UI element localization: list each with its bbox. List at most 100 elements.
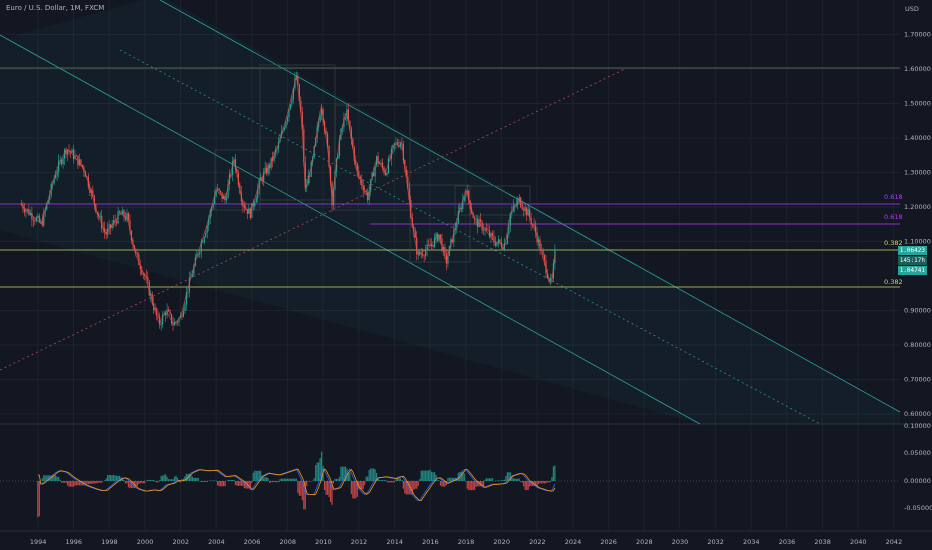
- macd-histogram-bar: [417, 481, 419, 487]
- macd-axis-label: -0.05000: [904, 504, 932, 512]
- candle-body: [25, 210, 27, 213]
- macd-histogram-bar: [59, 479, 61, 481]
- candle-body: [512, 205, 514, 211]
- macd-histogram-bar: [481, 481, 483, 487]
- candle-body: [62, 158, 64, 165]
- candle-body: [184, 304, 186, 312]
- candle-body: [104, 228, 106, 233]
- candle-body: [99, 215, 101, 217]
- macd-histogram-bar: [338, 476, 341, 481]
- candle-body: [172, 323, 174, 326]
- macd-histogram-bar: [500, 480, 503, 481]
- macd-histogram-bar: [426, 470, 428, 481]
- candle-body: [374, 165, 376, 177]
- macd-histogram-bar: [423, 470, 425, 481]
- macd-histogram-bar: [286, 478, 289, 481]
- candle-body: [398, 145, 400, 147]
- macd-histogram-bar: [316, 462, 318, 481]
- candle-body: [231, 161, 234, 176]
- candle-body: [101, 215, 103, 229]
- macd-histogram-bar: [349, 472, 351, 481]
- macd-histogram-bar: [411, 481, 413, 495]
- candle-body: [118, 211, 121, 213]
- macd-histogram-bar: [269, 481, 271, 484]
- x-tick-label: 2042: [886, 538, 903, 546]
- macd-histogram-bar: [534, 481, 537, 487]
- candle-body: [451, 239, 453, 243]
- macd-histogram-bar: [291, 478, 293, 481]
- macd-histogram-bar: [166, 476, 168, 481]
- macd-histogram-bar: [95, 481, 97, 484]
- x-tick-label: 2022: [529, 538, 546, 546]
- macd-histogram-bar: [138, 481, 140, 485]
- candle-body: [407, 176, 409, 189]
- candle-body: [53, 178, 55, 184]
- macd-histogram-bar: [334, 478, 336, 481]
- candle-body: [139, 265, 141, 270]
- signal-line: [37, 468, 556, 501]
- candle-body: [319, 115, 321, 122]
- macd-histogram-bar: [416, 481, 418, 489]
- macd-histogram-bar: [150, 479, 152, 481]
- candle-body: [463, 196, 465, 200]
- macd-histogram-bar: [114, 475, 116, 481]
- candle-body: [121, 210, 124, 215]
- macd-histogram-bar: [203, 481, 205, 482]
- candle-body: [368, 190, 370, 201]
- x-tick-label: 2018: [458, 538, 475, 546]
- macd-histogram-bar: [488, 478, 491, 481]
- candle-body: [160, 324, 162, 325]
- macd-histogram-bar: [474, 481, 476, 491]
- y-tick-label: 0.90000: [904, 307, 931, 315]
- macd-histogram-bar: [56, 476, 58, 481]
- candle-body: [26, 209, 29, 211]
- candle-body: [423, 255, 425, 257]
- macd-histogram-bar: [506, 472, 508, 481]
- fib-label: 0.382: [884, 278, 903, 286]
- candle-body: [55, 175, 57, 179]
- candle-body: [352, 138, 354, 148]
- candle-body: [111, 224, 113, 228]
- macd-histogram-bar: [404, 481, 406, 494]
- macd-histogram-bar: [258, 470, 260, 481]
- candle-body: [353, 147, 355, 161]
- macd-histogram-bar: [335, 478, 338, 481]
- candle-body: [414, 230, 416, 238]
- candle-body: [165, 313, 167, 316]
- macd-histogram-bar: [58, 477, 60, 481]
- macd-histogram-bar: [450, 477, 452, 481]
- macd-histogram-bar: [110, 475, 112, 481]
- macd-histogram-bar: [93, 481, 95, 484]
- macd-histogram-bar: [401, 480, 403, 481]
- candle-body: [110, 224, 112, 228]
- candle-body: [329, 166, 332, 183]
- candle-body: [540, 250, 543, 251]
- x-tick-label: 2034: [743, 538, 760, 546]
- candle-body: [222, 196, 225, 199]
- candle-body: [377, 156, 379, 164]
- macd-histogram-bar: [436, 480, 439, 481]
- macd-histogram-bar: [552, 466, 555, 481]
- macd-histogram-bar: [173, 476, 176, 481]
- macd-histogram-bar: [188, 473, 190, 481]
- candle-body: [534, 225, 537, 233]
- candle-body: [56, 171, 58, 176]
- candle-body: [157, 315, 159, 317]
- y-tick-label: 1.50000: [904, 100, 931, 108]
- macd-histogram-bar: [228, 480, 231, 481]
- macd-histogram-bar: [194, 477, 196, 481]
- macd-axis-label: 0.00000: [904, 477, 931, 485]
- macd-histogram-bar: [267, 478, 269, 481]
- macd-histogram-bar: [386, 481, 388, 483]
- y-tick-label: 0.70000: [904, 376, 931, 384]
- macd-histogram-bar: [381, 480, 384, 481]
- candle-body: [123, 210, 125, 218]
- candle-body: [263, 172, 265, 181]
- candle-body: [537, 239, 540, 243]
- macd-histogram-bar: [471, 481, 473, 491]
- macd-histogram-bar: [297, 481, 299, 493]
- y-tick-label: 1.10000: [904, 238, 931, 246]
- x-tick-label: 2010: [315, 538, 332, 546]
- candle-body: [343, 118, 345, 128]
